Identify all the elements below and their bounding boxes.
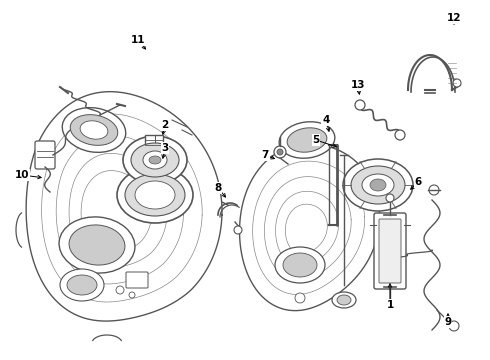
Text: 7: 7 bbox=[261, 150, 269, 160]
Ellipse shape bbox=[59, 217, 135, 273]
FancyBboxPatch shape bbox=[374, 213, 406, 289]
FancyBboxPatch shape bbox=[126, 272, 148, 288]
Ellipse shape bbox=[80, 121, 108, 139]
Ellipse shape bbox=[351, 166, 405, 204]
Text: 3: 3 bbox=[161, 143, 169, 153]
Circle shape bbox=[295, 293, 305, 303]
Ellipse shape bbox=[125, 174, 185, 216]
FancyBboxPatch shape bbox=[379, 219, 401, 283]
Circle shape bbox=[386, 194, 394, 202]
Circle shape bbox=[449, 321, 459, 331]
Ellipse shape bbox=[279, 122, 335, 158]
Circle shape bbox=[274, 146, 286, 158]
Circle shape bbox=[355, 100, 365, 110]
Ellipse shape bbox=[69, 225, 125, 265]
Circle shape bbox=[234, 226, 242, 234]
Text: 9: 9 bbox=[444, 317, 452, 327]
Text: 12: 12 bbox=[447, 13, 461, 23]
FancyBboxPatch shape bbox=[35, 141, 55, 169]
Text: 1: 1 bbox=[387, 300, 393, 310]
Ellipse shape bbox=[149, 156, 161, 164]
Text: 5: 5 bbox=[313, 135, 319, 145]
Ellipse shape bbox=[275, 247, 325, 283]
Text: 11: 11 bbox=[131, 35, 145, 45]
Polygon shape bbox=[26, 92, 222, 321]
Ellipse shape bbox=[343, 159, 413, 211]
Ellipse shape bbox=[60, 269, 104, 301]
Ellipse shape bbox=[287, 128, 327, 152]
Text: 4: 4 bbox=[322, 115, 330, 125]
Text: 6: 6 bbox=[415, 177, 421, 187]
Ellipse shape bbox=[123, 136, 187, 184]
Ellipse shape bbox=[337, 295, 351, 305]
Ellipse shape bbox=[67, 275, 97, 295]
Ellipse shape bbox=[370, 179, 386, 191]
FancyBboxPatch shape bbox=[145, 135, 163, 151]
Text: 8: 8 bbox=[215, 183, 221, 193]
Ellipse shape bbox=[332, 292, 356, 308]
Ellipse shape bbox=[135, 181, 175, 209]
Circle shape bbox=[429, 185, 439, 195]
Ellipse shape bbox=[283, 253, 317, 277]
Ellipse shape bbox=[117, 167, 193, 223]
Ellipse shape bbox=[143, 151, 167, 169]
Circle shape bbox=[129, 292, 135, 298]
Circle shape bbox=[116, 286, 124, 294]
Circle shape bbox=[395, 130, 405, 140]
Ellipse shape bbox=[131, 143, 179, 177]
Polygon shape bbox=[240, 144, 379, 311]
Text: 2: 2 bbox=[161, 120, 169, 130]
Ellipse shape bbox=[62, 108, 126, 152]
Ellipse shape bbox=[362, 174, 394, 196]
Ellipse shape bbox=[70, 114, 118, 145]
Circle shape bbox=[453, 79, 461, 87]
Text: 10: 10 bbox=[15, 170, 29, 180]
Circle shape bbox=[277, 149, 283, 155]
Text: 13: 13 bbox=[351, 80, 365, 90]
